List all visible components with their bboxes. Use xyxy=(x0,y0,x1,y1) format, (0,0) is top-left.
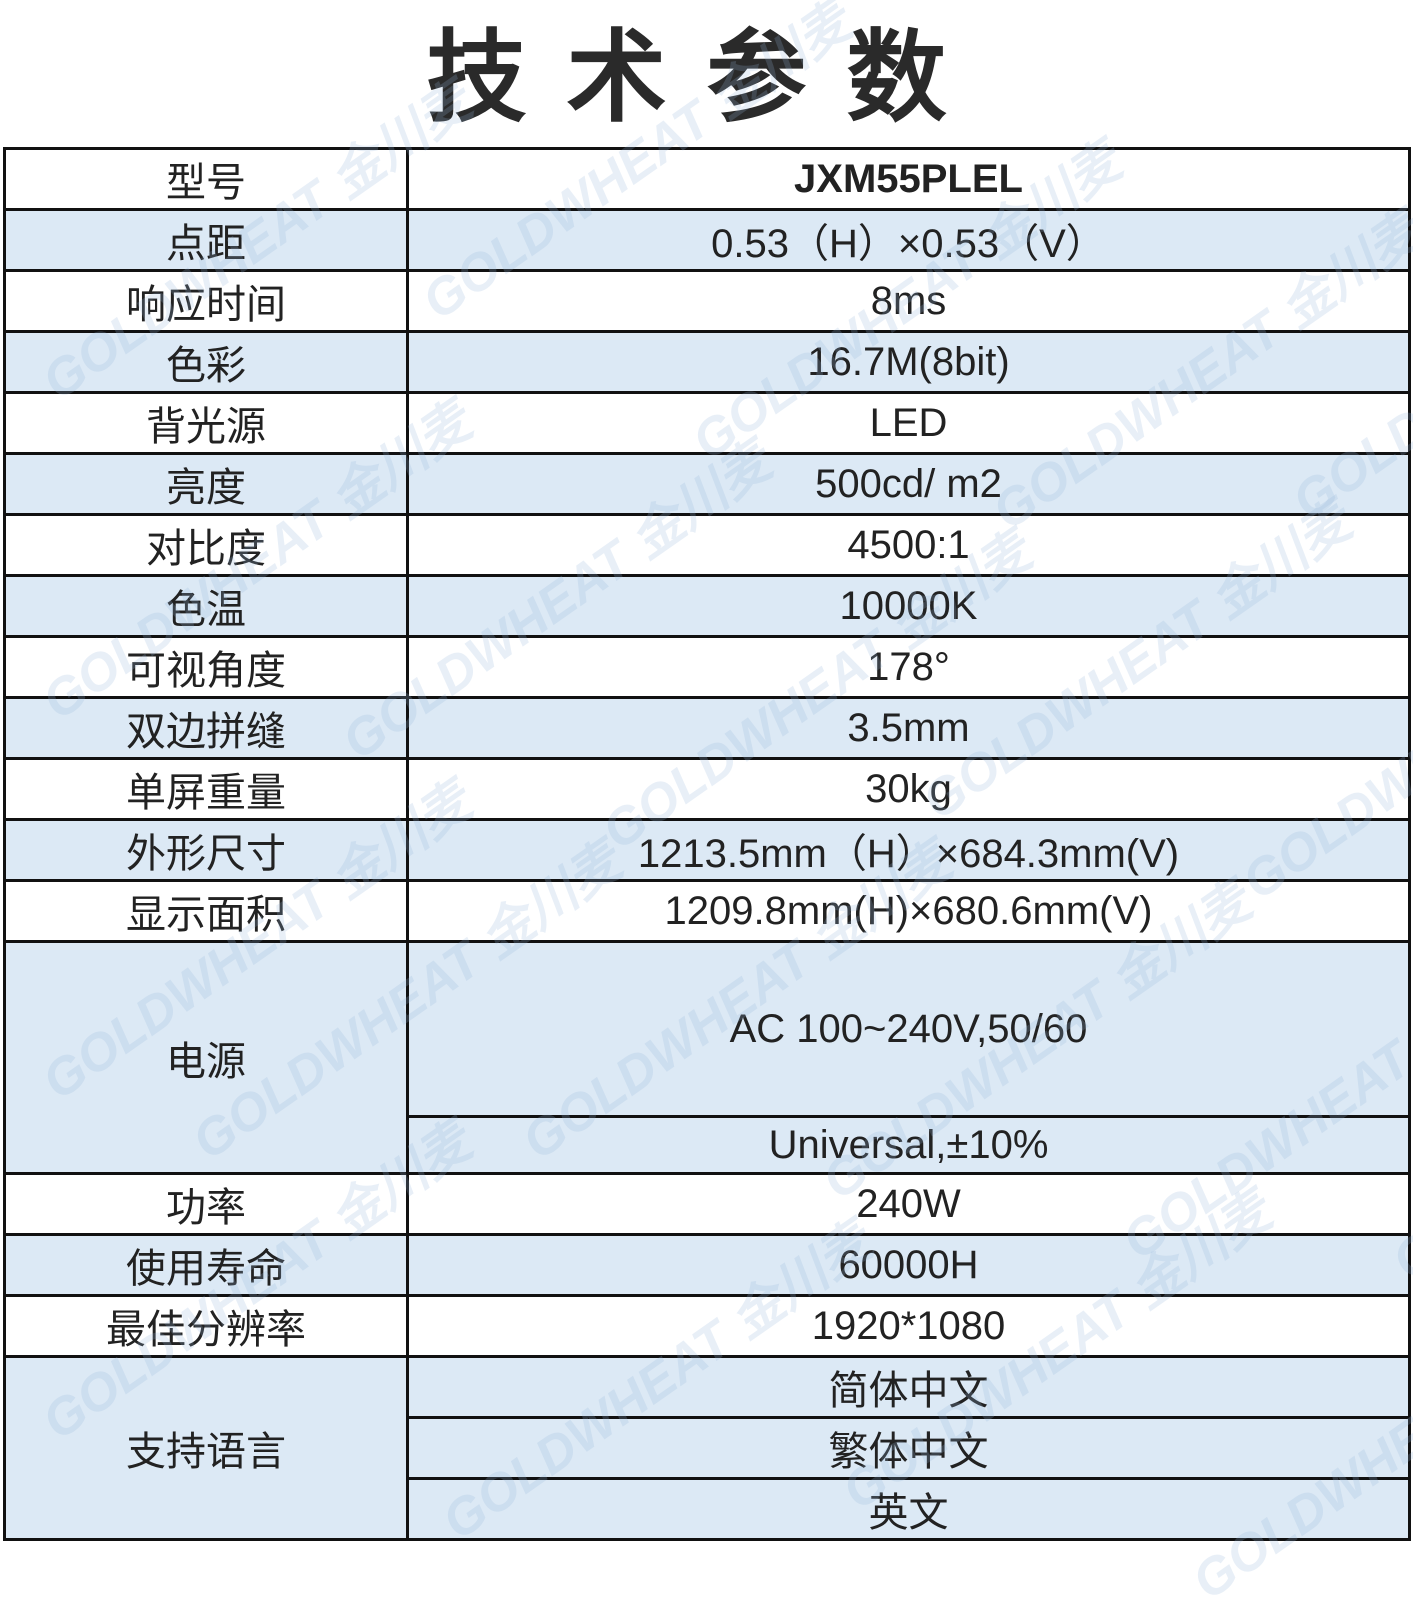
spec-label: 外形尺寸 xyxy=(3,818,409,882)
table-row: 单屏重量 30kg xyxy=(3,757,1411,821)
spec-label: 使用寿命 xyxy=(3,1233,409,1297)
table-row: 功率 240W xyxy=(3,1172,1411,1236)
spec-label: 支持语言 xyxy=(3,1355,409,1541)
spec-value: 1920*1080 xyxy=(406,1294,1411,1358)
spec-value: 500cd/ m2 xyxy=(406,452,1411,516)
page-title: 技术参数 xyxy=(426,19,987,136)
spec-label: 可视角度 xyxy=(3,635,409,699)
spec-value: 简体中文 xyxy=(406,1355,1411,1419)
spec-value: AC 100~240V,50/60 xyxy=(406,940,1411,1118)
spec-value: 16.7M(8bit) xyxy=(406,330,1411,394)
spec-label: 单屏重量 xyxy=(3,757,409,821)
table-row: 响应时间 8ms xyxy=(3,269,1411,333)
spec-value: 3.5mm xyxy=(406,696,1411,760)
spec-label: 亮度 xyxy=(3,452,409,516)
spec-label: 色温 xyxy=(3,574,409,638)
spec-value: 英文 xyxy=(406,1477,1411,1541)
spec-value: 1209.8mm(H)×680.6mm(V) xyxy=(406,879,1411,943)
table-row: 最佳分辨率 1920*1080 xyxy=(3,1294,1411,1358)
spec-label: 点距 xyxy=(3,208,409,272)
table-row: 对比度 4500:1 xyxy=(3,513,1411,577)
spec-label: 色彩 xyxy=(3,330,409,394)
spec-label: 型号 xyxy=(3,147,409,211)
spec-value: LED xyxy=(406,391,1411,455)
spec-label: 显示面积 xyxy=(3,879,409,943)
spec-value: 10000K xyxy=(406,574,1411,638)
spec-value: 178° xyxy=(406,635,1411,699)
table-row: 双边拼缝 3.5mm xyxy=(3,696,1411,760)
table-row: 亮度 500cd/ m2 xyxy=(3,452,1411,516)
spec-value: 4500:1 xyxy=(406,513,1411,577)
table-row: 繁体中文 xyxy=(5,1416,1411,1480)
spec-value: 繁体中文 xyxy=(406,1416,1411,1480)
table-row: 点距 0.53（H）×0.53（V） xyxy=(3,208,1411,272)
spec-value: JXM55PLEL xyxy=(406,147,1411,211)
spec-value: 0.53（H）×0.53（V） xyxy=(406,208,1411,272)
spec-value: 1213.5mm（H）×684.3mm(V) xyxy=(406,818,1411,882)
table-row: 支持语言 简体中文 xyxy=(3,1355,1411,1541)
table-row: 型号 JXM55PLEL xyxy=(3,147,1411,211)
table-row: 可视角度 178° xyxy=(3,635,1411,699)
table-row: 电源 AC 100~240V,50/60 xyxy=(3,940,1411,1175)
spec-label: 对比度 xyxy=(3,513,409,577)
table-row: Universal,±10% xyxy=(5,1115,1411,1175)
spec-value: 240W xyxy=(406,1172,1411,1236)
spec-value: 30kg xyxy=(406,757,1411,821)
spec-label: 最佳分辨率 xyxy=(3,1294,409,1358)
table-row: 背光源 LED xyxy=(3,391,1411,455)
table-row: 外形尺寸 1213.5mm（H）×684.3mm(V) xyxy=(3,818,1411,882)
table-row: 使用寿命 60000H xyxy=(3,1233,1411,1297)
spec-label: 功率 xyxy=(3,1172,409,1236)
spec-label: 电源 xyxy=(3,940,409,1175)
spec-label: 背光源 xyxy=(3,391,409,455)
spec-value: 60000H xyxy=(406,1233,1411,1297)
spec-value: Universal,±10% xyxy=(406,1115,1411,1175)
spec-table: 型号 JXM55PLEL 点距 0.53（H）×0.53（V） 响应时间 8ms 色彩 16.… xyxy=(3,147,1411,1541)
table-row: 色彩 16.7M(8bit) xyxy=(3,330,1411,394)
spec-label: 双边拼缝 xyxy=(3,696,409,760)
table-row: 色温 10000K xyxy=(3,574,1411,638)
spec-value: 8ms xyxy=(406,269,1411,333)
table-row: 显示面积 1209.8mm(H)×680.6mm(V) xyxy=(3,879,1411,943)
spec-label: 响应时间 xyxy=(3,269,409,333)
